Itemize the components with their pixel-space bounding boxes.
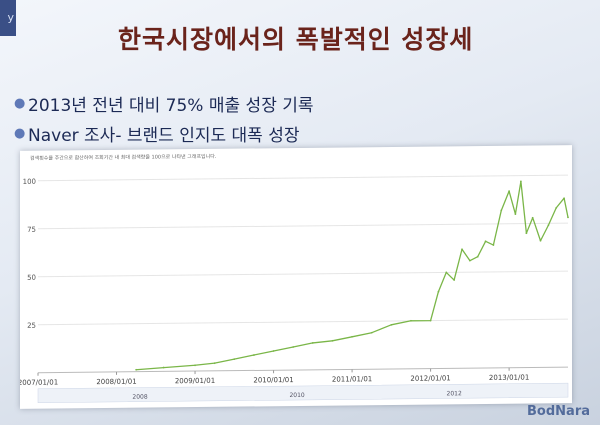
data-point bbox=[253, 354, 255, 356]
data-point bbox=[476, 255, 479, 258]
data-point bbox=[194, 364, 196, 367]
x-tick-label: 2008/01/01 bbox=[96, 378, 136, 386]
y-tick-label: 100 bbox=[23, 178, 36, 186]
data-point bbox=[531, 216, 534, 219]
data-point bbox=[311, 342, 314, 344]
watermark: BodNara bbox=[527, 404, 590, 419]
bullet-item-1: ● 2013년 전년 대비 75% 매출 성장 기록 bbox=[14, 88, 574, 118]
data-point bbox=[492, 244, 495, 246]
data-point bbox=[429, 319, 432, 322]
bullet-list: ● 2013년 전년 대비 75% 매출 성장 기록 ● Naver 조사- 브… bbox=[14, 88, 574, 148]
y-gridline bbox=[38, 318, 568, 326]
data-point bbox=[547, 224, 550, 227]
bullet-dot-icon: ● bbox=[14, 125, 26, 141]
data-point bbox=[500, 209, 503, 212]
data-point bbox=[539, 239, 542, 242]
navigator-label: 2012 bbox=[447, 390, 462, 397]
data-point bbox=[351, 335, 353, 338]
y-tick-label: 75 bbox=[27, 226, 36, 234]
data-point bbox=[514, 213, 517, 216]
y-tick-label: 50 bbox=[27, 274, 36, 282]
search-trend-chart: 100 75 50 25 2007/01/01 2008/01/01 2009/01/01 2… bbox=[20, 174, 569, 403]
navigator-label: 2008 bbox=[132, 394, 147, 401]
data-point bbox=[453, 279, 456, 281]
data-point bbox=[525, 232, 528, 235]
y-gridline bbox=[38, 174, 568, 182]
data-point bbox=[445, 271, 448, 274]
data-point bbox=[468, 259, 471, 262]
data-point bbox=[461, 248, 463, 251]
x-tick-label: 2013/01/01 bbox=[489, 374, 529, 382]
data-point bbox=[272, 350, 275, 352]
series-line bbox=[136, 180, 569, 371]
x-tick-label: 2009/01/01 bbox=[175, 377, 215, 385]
data-point bbox=[213, 362, 216, 365]
navigator-label: 2010 bbox=[289, 392, 304, 399]
data-point bbox=[410, 319, 412, 322]
bullet-text-2: Naver 조사- 브랜드 인지도 대폭 성장 bbox=[28, 125, 300, 146]
y-tick-label: 25 bbox=[27, 322, 36, 330]
x-tick-label: 2011/01/01 bbox=[332, 375, 372, 383]
navigator-strip bbox=[37, 382, 569, 403]
slide-title: 한국시장에서의 폭발적인 성장세 bbox=[118, 25, 474, 54]
x-tick-label: 2007/01/01 bbox=[20, 378, 58, 386]
y-gridline bbox=[38, 222, 568, 230]
data-point bbox=[563, 197, 565, 200]
bullet-dot-icon: ● bbox=[14, 95, 26, 111]
data-point bbox=[567, 216, 569, 219]
data-point bbox=[162, 366, 165, 369]
bullet-text-1: 2013년 전년 대비 75% 매출 성장 기록 bbox=[28, 95, 314, 116]
y-gridline bbox=[38, 270, 568, 278]
data-point bbox=[484, 240, 487, 243]
data-point bbox=[390, 323, 393, 326]
x-axis-line bbox=[38, 366, 568, 374]
data-point bbox=[292, 346, 295, 348]
x-tick-label: 2012/01/01 bbox=[410, 374, 450, 382]
data-point bbox=[331, 339, 334, 342]
data-point bbox=[519, 180, 522, 183]
data-point bbox=[555, 207, 558, 209]
data-point bbox=[135, 368, 138, 371]
data-point bbox=[437, 290, 440, 293]
data-point bbox=[508, 190, 511, 193]
chart-card: 검색횟수를 주간으로 합산하여 조회기간 내 최대 검색량을 100으로 나타낸… bbox=[20, 145, 572, 409]
side-logo: y bbox=[0, 0, 16, 36]
data-point bbox=[370, 331, 373, 334]
x-tick-label: 2010/01/01 bbox=[253, 376, 293, 384]
bullet-item-2: ● Naver 조사- 브랜드 인지도 대폭 성장 bbox=[14, 118, 574, 148]
data-point bbox=[233, 358, 236, 361]
